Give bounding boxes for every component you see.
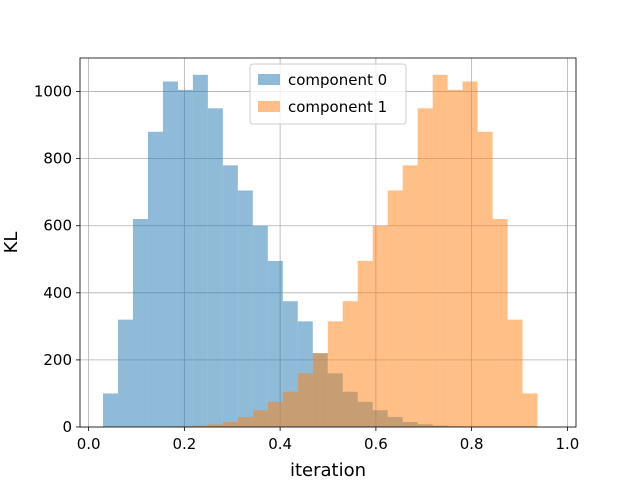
- y-tick-label: 0: [62, 418, 72, 436]
- x-tick-label: 1.0: [555, 435, 579, 453]
- histogram-bar-series-0: [237, 190, 253, 427]
- x-axis-label: iteration: [290, 460, 366, 480]
- histogram-bar-series-1: [312, 353, 328, 427]
- histogram-bar-series-0: [147, 131, 163, 428]
- histogram-bar-series-1: [417, 108, 433, 428]
- histogram-bar-series-1: [252, 410, 268, 427]
- histogram-bar-series-1: [192, 425, 208, 427]
- legend-entry-label: component 1: [288, 98, 387, 116]
- histogram-bar-series-1: [402, 165, 418, 427]
- histogram-bar-series-0: [192, 74, 208, 427]
- y-tick-label: 800: [43, 150, 72, 168]
- histogram-bar-series-0: [222, 165, 238, 427]
- y-axis-label: KL: [1, 232, 22, 254]
- legend-swatch: [258, 101, 280, 112]
- x-tick-label: 0.2: [172, 435, 196, 453]
- histogram-bar-series-1: [432, 74, 448, 427]
- histogram-bar-series-1: [387, 190, 403, 427]
- legend-entry-label: component 0: [288, 71, 387, 89]
- x-tick-label: 0.6: [364, 435, 388, 453]
- histogram-bar-series-1: [492, 219, 508, 427]
- histogram-bar-series-1: [447, 89, 463, 428]
- histogram-bar-series-1: [207, 424, 223, 427]
- x-tick-label: 0.8: [460, 435, 484, 453]
- histogram-bar-series-0: [267, 260, 283, 427]
- histogram-bar-series-0: [252, 225, 268, 427]
- histogram-bar-series-0: [162, 81, 178, 428]
- histogram-bar-series-1: [297, 373, 313, 427]
- y-tick-label: 200: [43, 351, 72, 369]
- histogram-bar-series-0: [102, 393, 118, 427]
- histogram-bar-series-0: [117, 319, 133, 427]
- histogram-bar-series-1: [342, 301, 358, 427]
- histogram-bar-series-1: [327, 321, 343, 427]
- axis-ticks: 0.0 0.2 0.4 0.6 0.8 1.0 0 200 400 600 800 1000: [34, 83, 579, 453]
- histogram-bar-series-0: [177, 89, 193, 428]
- x-tick-label: 0.0: [77, 435, 101, 453]
- y-tick-label: 600: [43, 217, 72, 235]
- histogram-bar-series-1: [507, 319, 523, 427]
- legend: component 0 component 1: [249, 63, 407, 125]
- histogram-bar-series-1: [477, 131, 493, 428]
- plot-frame: [79, 57, 577, 428]
- x-tick-label: 0.4: [268, 435, 292, 453]
- y-tick-label: 1000: [34, 83, 72, 101]
- histogram-bar-series-1: [237, 416, 253, 427]
- histogram-bar-series-1: [282, 391, 298, 427]
- histogram-bar-series-1: [357, 260, 373, 427]
- histogram-bar-series-1: [462, 81, 478, 428]
- histogram-bar-series-1: [372, 225, 388, 427]
- histogram-bar-series-1: [267, 401, 283, 427]
- legend-box: [249, 63, 407, 125]
- bars: [102, 74, 538, 428]
- histogram-bar-series-1: [222, 421, 238, 427]
- y-tick-label: 400: [43, 284, 72, 302]
- histogram-bar-series-0: [207, 108, 223, 428]
- legend-swatch: [258, 74, 280, 85]
- histogram-bar-series-1: [522, 393, 538, 427]
- histogram-bar-series-0: [132, 219, 148, 427]
